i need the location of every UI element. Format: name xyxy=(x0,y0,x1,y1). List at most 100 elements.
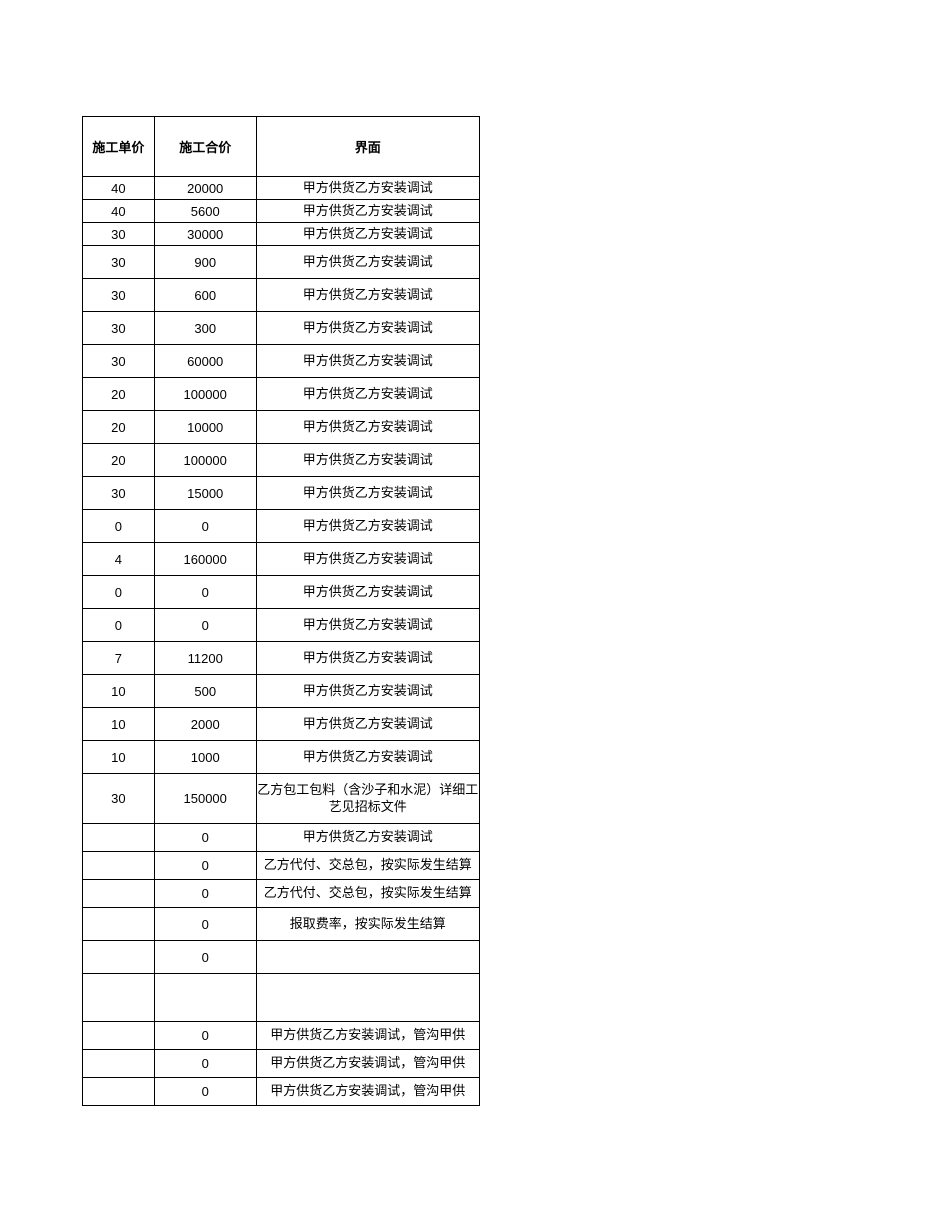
table-row: 405600甲方供货乙方安装调试 xyxy=(83,200,480,223)
cell-unit-price xyxy=(83,1078,155,1106)
cell-total-price: 1000 xyxy=(154,741,256,774)
cell-unit-price: 30 xyxy=(83,223,155,246)
cell-unit-price: 30 xyxy=(83,279,155,312)
cell-total-price: 100000 xyxy=(154,444,256,477)
cell-unit-price: 40 xyxy=(83,177,155,200)
cell-total-price: 0 xyxy=(154,941,256,974)
cell-total-price: 0 xyxy=(154,852,256,880)
cell-total-price: 30000 xyxy=(154,223,256,246)
cell-unit-price xyxy=(83,1050,155,1078)
cell-total-price: 0 xyxy=(154,1078,256,1106)
table-row: 20100000甲方供货乙方安装调试 xyxy=(83,378,480,411)
cell-interface: 乙方代付、交总包，按实际发生结算 xyxy=(256,880,479,908)
table-row: 00甲方供货乙方安装调试 xyxy=(83,510,480,543)
cell-total-price: 5600 xyxy=(154,200,256,223)
cell-total-price: 900 xyxy=(154,246,256,279)
table-row xyxy=(83,974,480,1022)
cell-unit-price: 30 xyxy=(83,312,155,345)
cell-unit-price: 0 xyxy=(83,609,155,642)
cell-total-price: 100000 xyxy=(154,378,256,411)
header-total-price: 施工合价 xyxy=(154,117,256,177)
table-row: 4020000甲方供货乙方安装调试 xyxy=(83,177,480,200)
table-row: 10500甲方供货乙方安装调试 xyxy=(83,675,480,708)
cell-total-price: 11200 xyxy=(154,642,256,675)
cell-interface: 甲方供货乙方安装调试 xyxy=(256,708,479,741)
table-row: 00甲方供货乙方安装调试 xyxy=(83,609,480,642)
cell-unit-price: 10 xyxy=(83,675,155,708)
cell-unit-price: 40 xyxy=(83,200,155,223)
cell-unit-price: 0 xyxy=(83,576,155,609)
cell-unit-price: 30 xyxy=(83,774,155,824)
cell-interface: 甲方供货乙方安装调试 xyxy=(256,200,479,223)
header-row: 施工单价 施工合价 界面 xyxy=(83,117,480,177)
cell-unit-price: 30 xyxy=(83,477,155,510)
cell-total-price: 160000 xyxy=(154,543,256,576)
cell-interface: 甲方供货乙方安装调试 xyxy=(256,543,479,576)
cell-total-price xyxy=(154,974,256,1022)
cell-interface: 甲方供货乙方安装调试 xyxy=(256,223,479,246)
table-row: 711200甲方供货乙方安装调试 xyxy=(83,642,480,675)
cell-unit-price xyxy=(83,824,155,852)
table-row: 00甲方供货乙方安装调试 xyxy=(83,576,480,609)
table-row: 30900甲方供货乙方安装调试 xyxy=(83,246,480,279)
cell-total-price: 0 xyxy=(154,824,256,852)
table-row: 3060000甲方供货乙方安装调试 xyxy=(83,345,480,378)
table-row: 0乙方代付、交总包，按实际发生结算 xyxy=(83,852,480,880)
table-row: 102000甲方供货乙方安装调试 xyxy=(83,708,480,741)
cell-interface: 甲方供货乙方安装调试 xyxy=(256,741,479,774)
cell-unit-price: 20 xyxy=(83,411,155,444)
cell-total-price: 2000 xyxy=(154,708,256,741)
cell-interface: 甲方供货乙方安装调试 xyxy=(256,824,479,852)
cell-interface xyxy=(256,974,479,1022)
cell-interface: 甲方供货乙方安装调试 xyxy=(256,675,479,708)
cell-interface: 甲方供货乙方安装调试，管沟甲供 xyxy=(256,1078,479,1106)
cell-interface: 甲方供货乙方安装调试 xyxy=(256,312,479,345)
cell-total-price: 600 xyxy=(154,279,256,312)
cell-unit-price: 10 xyxy=(83,741,155,774)
construction-table: 施工单价 施工合价 界面 4020000甲方供货乙方安装调试405600甲方供货… xyxy=(82,116,480,1106)
table-row: 30300甲方供货乙方安装调试 xyxy=(83,312,480,345)
cell-total-price: 0 xyxy=(154,1050,256,1078)
cell-interface: 乙方包工包料（含沙子和水泥）详细工艺见招标文件 xyxy=(256,774,479,824)
table-row: 30600甲方供货乙方安装调试 xyxy=(83,279,480,312)
header-interface: 界面 xyxy=(256,117,479,177)
table-body: 4020000甲方供货乙方安装调试405600甲方供货乙方安装调试3030000… xyxy=(83,177,480,1106)
cell-interface: 甲方供货乙方安装调试 xyxy=(256,411,479,444)
header-unit-price: 施工单价 xyxy=(83,117,155,177)
cell-total-price: 0 xyxy=(154,609,256,642)
table-row: 20100000甲方供货乙方安装调试 xyxy=(83,444,480,477)
cell-unit-price: 4 xyxy=(83,543,155,576)
cell-interface: 甲方供货乙方安装调试 xyxy=(256,477,479,510)
cell-total-price: 500 xyxy=(154,675,256,708)
table-row: 3030000甲方供货乙方安装调试 xyxy=(83,223,480,246)
cell-unit-price: 20 xyxy=(83,444,155,477)
cell-interface: 甲方供货乙方安装调试 xyxy=(256,345,479,378)
cell-unit-price: 0 xyxy=(83,510,155,543)
cell-unit-price: 7 xyxy=(83,642,155,675)
table-row: 0甲方供货乙方安装调试，管沟甲供 xyxy=(83,1050,480,1078)
cell-interface: 甲方供货乙方安装调试 xyxy=(256,378,479,411)
cell-total-price: 60000 xyxy=(154,345,256,378)
cell-total-price: 10000 xyxy=(154,411,256,444)
cell-interface: 甲方供货乙方安装调试 xyxy=(256,576,479,609)
table-row: 0报取费率，按实际发生结算 xyxy=(83,908,480,941)
table-row: 0乙方代付、交总包，按实际发生结算 xyxy=(83,880,480,908)
cell-total-price: 15000 xyxy=(154,477,256,510)
table-row: 0 xyxy=(83,941,480,974)
cell-total-price: 0 xyxy=(154,576,256,609)
cell-total-price: 150000 xyxy=(154,774,256,824)
cell-total-price: 0 xyxy=(154,1022,256,1050)
cell-unit-price xyxy=(83,941,155,974)
cell-interface: 甲方供货乙方安装调试 xyxy=(256,609,479,642)
cell-interface xyxy=(256,941,479,974)
cell-unit-price xyxy=(83,1022,155,1050)
cell-unit-price xyxy=(83,880,155,908)
cell-interface: 甲方供货乙方安装调试 xyxy=(256,642,479,675)
table-row: 4160000甲方供货乙方安装调试 xyxy=(83,543,480,576)
cell-unit-price: 10 xyxy=(83,708,155,741)
table-row: 101000甲方供货乙方安装调试 xyxy=(83,741,480,774)
cell-unit-price xyxy=(83,974,155,1022)
cell-interface: 甲方供货乙方安装调试 xyxy=(256,177,479,200)
cell-total-price: 0 xyxy=(154,510,256,543)
cell-unit-price xyxy=(83,852,155,880)
